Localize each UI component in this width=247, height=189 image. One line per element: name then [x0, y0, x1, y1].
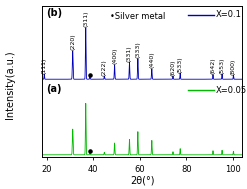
X-axis label: 2θ(°): 2θ(°)	[130, 176, 154, 186]
Text: (220): (220)	[70, 34, 75, 50]
Text: (553): (553)	[220, 57, 225, 74]
Text: (440): (440)	[149, 52, 154, 68]
Text: •Silver metal: •Silver metal	[110, 12, 165, 21]
Text: Intensity(a.u.): Intensity(a.u.)	[5, 51, 15, 119]
Text: (331): (331)	[127, 45, 132, 62]
Text: (642): (642)	[210, 57, 215, 74]
Text: (800): (800)	[231, 58, 236, 75]
Text: X=0.1: X=0.1	[216, 10, 242, 19]
Text: (400): (400)	[112, 48, 117, 64]
Text: (620): (620)	[170, 59, 175, 76]
Text: (333): (333)	[135, 41, 140, 58]
Text: X=0.05: X=0.05	[216, 86, 247, 95]
Text: (a): (a)	[46, 84, 62, 94]
Text: (111): (111)	[42, 57, 47, 74]
Text: (311): (311)	[83, 11, 88, 27]
Text: (b): (b)	[46, 8, 62, 18]
Text: (222): (222)	[102, 59, 107, 76]
Text: (533): (533)	[178, 56, 183, 73]
